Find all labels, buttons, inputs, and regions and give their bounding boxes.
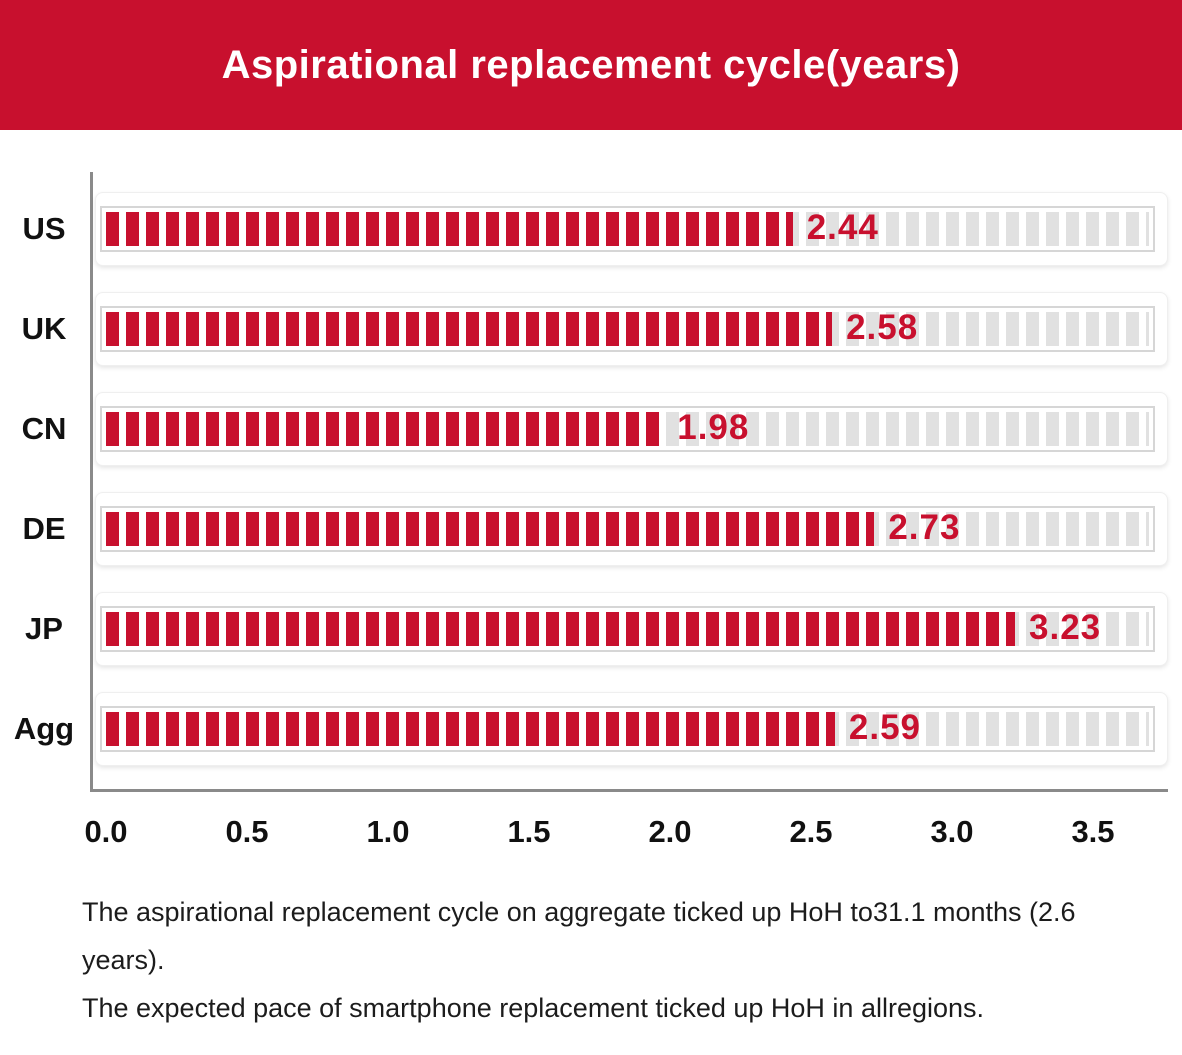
bar-track: 2.58 [100,306,1155,352]
dash-area: 2.58 [106,308,1149,347]
bar-card: 2.44 [95,192,1168,266]
chart-row: US 2.44 [0,192,1182,266]
category-label: UK [21,311,67,346]
footnote-line: The expected pace of smartphone replacem… [82,993,985,1023]
x-tick-label: 3.5 [1071,814,1115,849]
bar-track: 2.73 [100,506,1155,552]
page-title: Aspirational replacement cycle(years) [221,42,961,87]
category-label: Agg [13,711,75,746]
bar-card: 2.73 [95,492,1168,566]
bar-fill [106,712,835,746]
footnote: The aspirational replacement cycle on ag… [82,888,1182,1032]
bar-track: 3.23 [100,606,1155,652]
y-axis-line [90,172,93,792]
x-tick-label: 0.5 [225,814,269,849]
bar-card: 3.23 [95,592,1168,666]
value-label: 2.44 [806,208,879,248]
bar-fill [106,312,833,346]
value-label: 2.73 [888,508,961,548]
category-label: DE [22,511,66,546]
bar-card: 2.59 [95,692,1168,766]
value-label: 2.59 [848,708,922,748]
x-tick-label: 2.5 [789,814,833,849]
bar-track: 2.44 [100,206,1155,252]
x-tick-label: 1.5 [507,814,551,849]
x-axis-line [90,789,1168,792]
chart-row: JP 3.23 [0,592,1182,666]
chart-row: DE 2.73 [0,492,1182,566]
bar-fill [106,212,793,246]
bar-track: 1.98 [100,406,1155,452]
chart-row: UK 2.58 [0,292,1182,366]
dash-area: 2.44 [106,208,1149,247]
bar-track: 2.59 [100,706,1155,752]
category-label: US [22,211,66,246]
title-banner: Aspirational replacement cycle(years) [0,0,1182,130]
value-label: 2.58 [846,308,919,348]
category-label: CN [21,411,67,446]
bar-card: 2.58 [95,292,1168,366]
dash-area: 3.23 [106,608,1149,647]
bar-fill [106,412,664,446]
footnote-line: The aspirational replacement cycle on ag… [82,897,1076,927]
value-label: 3.23 [1029,608,1102,648]
bar-fill [106,512,875,546]
bar-fill [106,612,1016,646]
bar-card: 1.98 [95,392,1168,466]
chart-row: CN 1.98 [0,392,1182,466]
dash-area: 2.59 [106,708,1149,747]
dash-area: 2.73 [106,508,1149,547]
category-label: JP [25,611,63,646]
x-tick-label: 3.0 [930,814,974,849]
footnote-line: years). [82,945,165,975]
chart-row: Agg 2.59 [0,692,1182,766]
value-label: 1.98 [677,408,750,448]
dash-area: 1.98 [106,408,1149,447]
x-axis-ticks: 0.0 0.5 1.0 1.5 2.0 2.5 3.0 3.5 [0,814,1182,858]
x-tick-label: 2.0 [648,814,692,849]
bar-chart: US 2.44 UK 2.58 CN [0,130,1182,880]
x-tick-label: 0.0 [84,814,128,849]
x-tick-label: 1.0 [366,814,410,849]
